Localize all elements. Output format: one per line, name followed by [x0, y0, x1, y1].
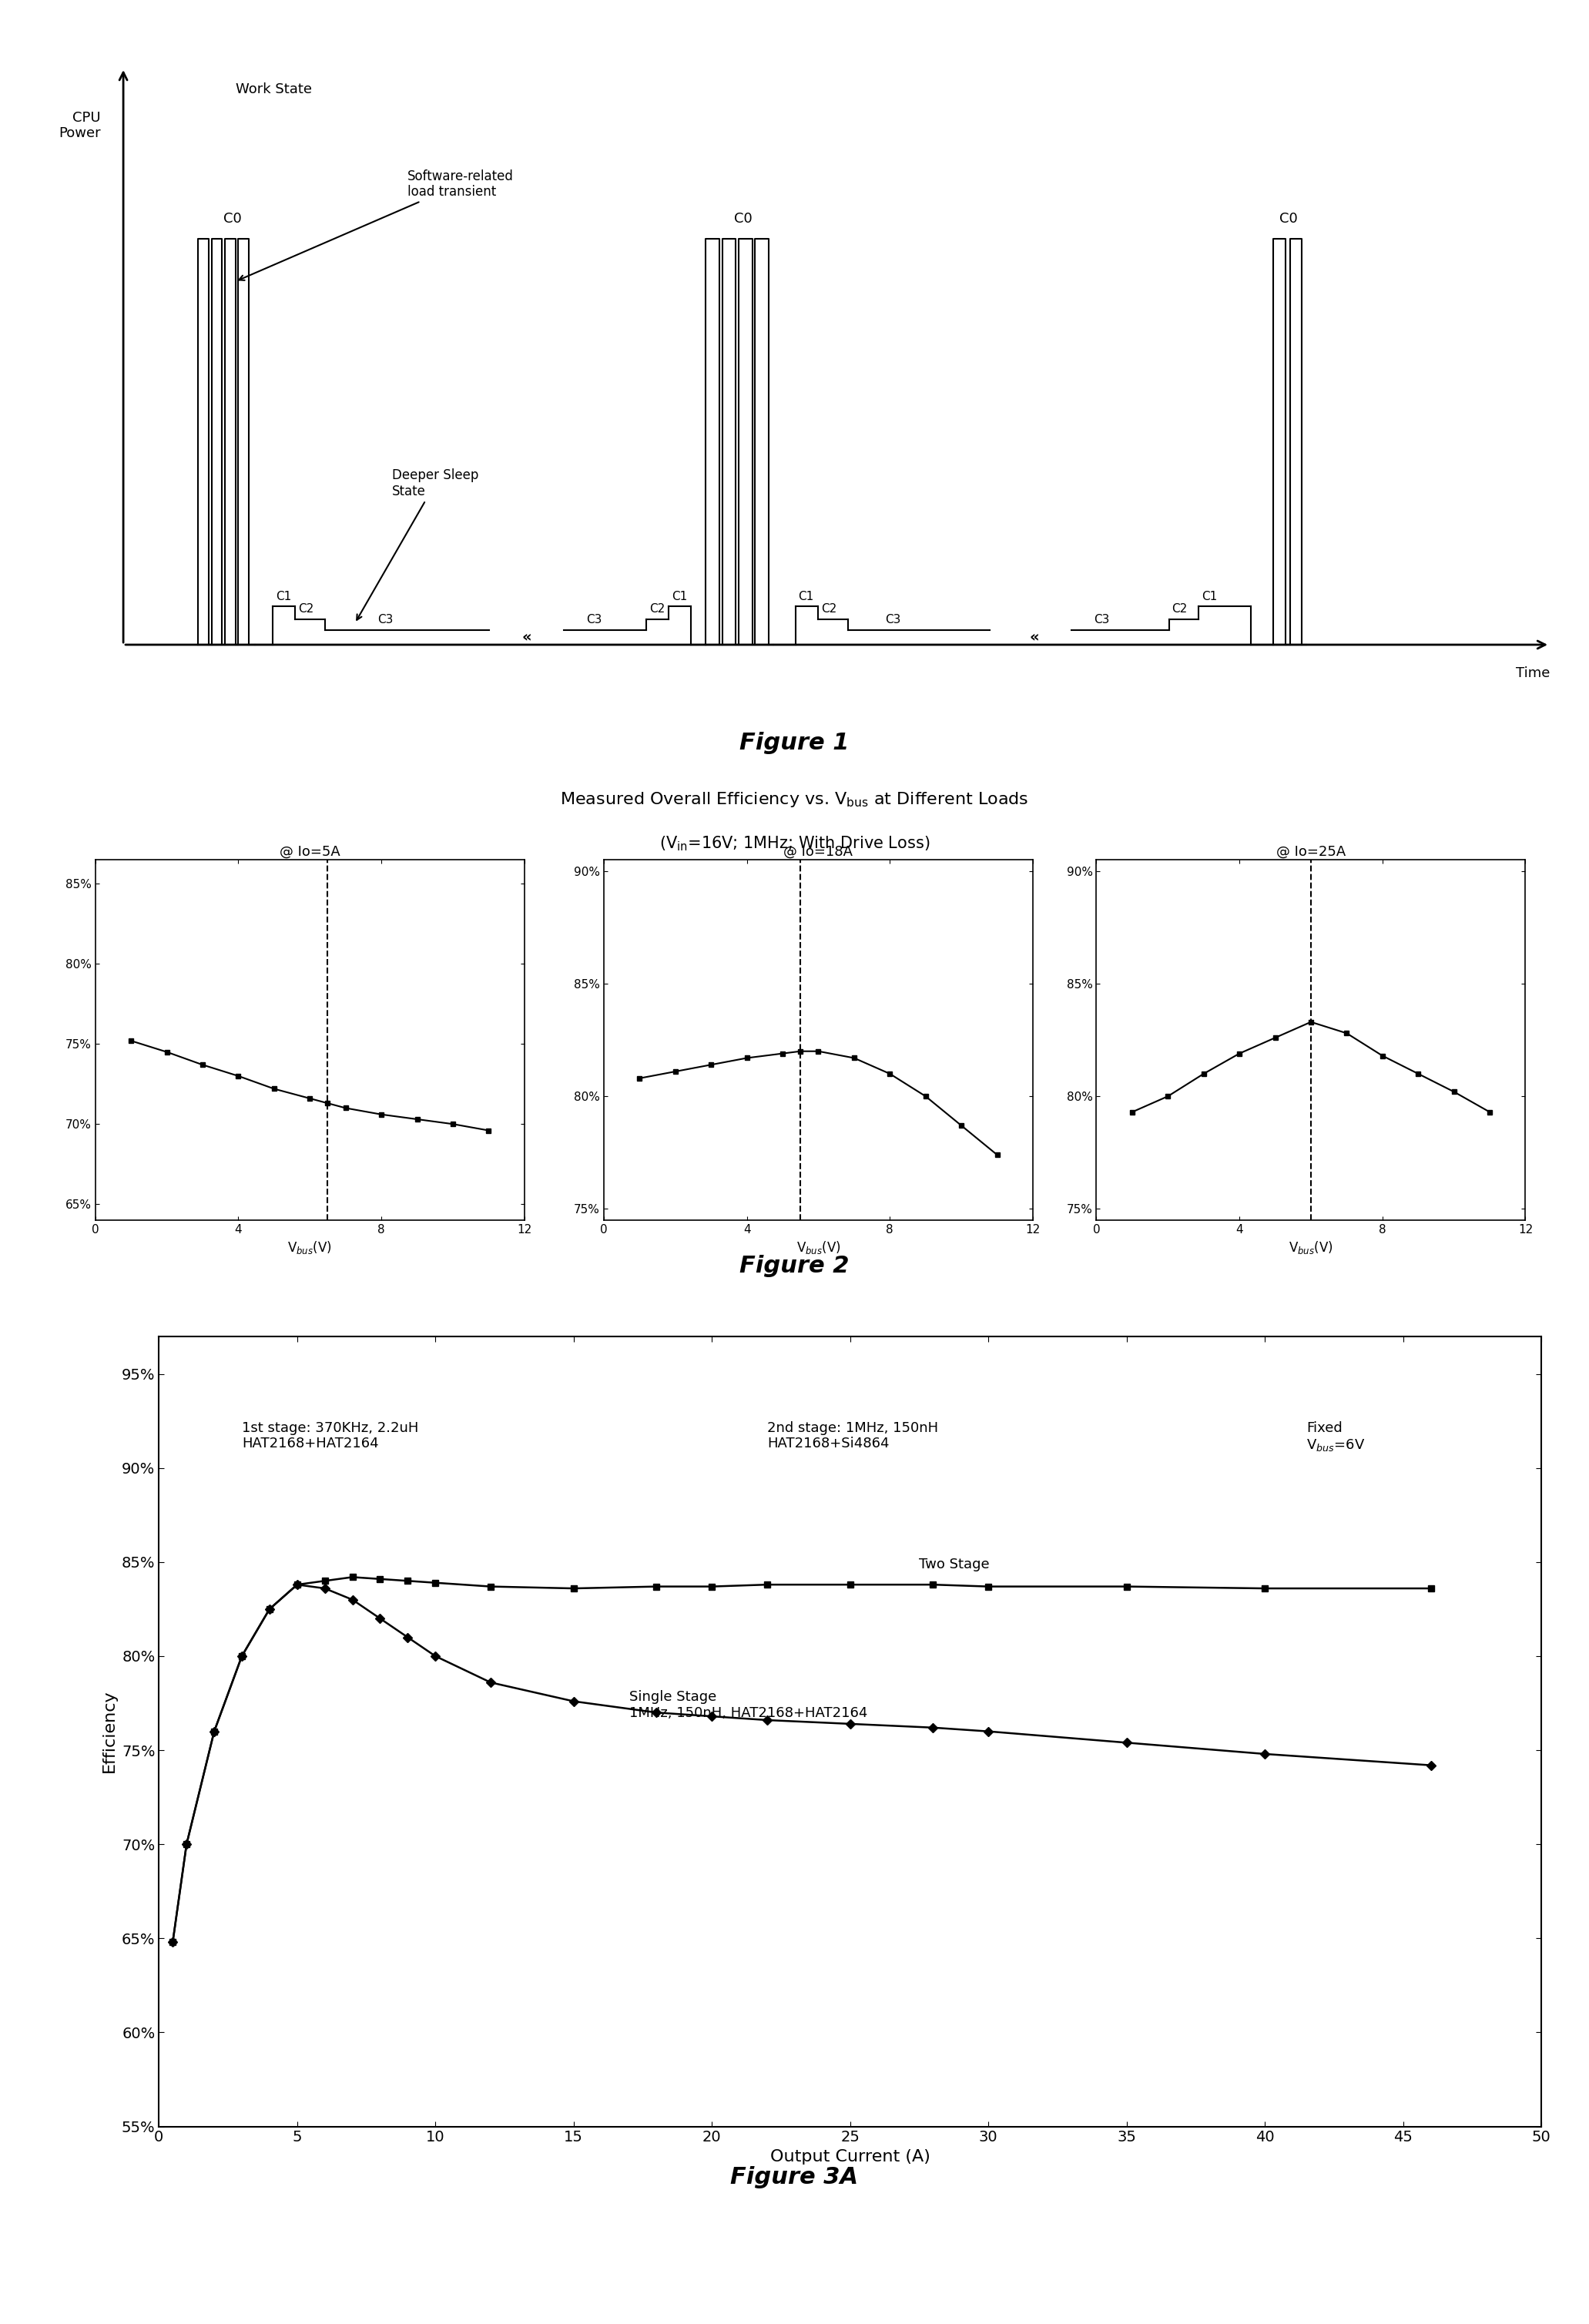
Text: Time: Time — [1516, 667, 1549, 681]
Text: Deeper Sleep
State: Deeper Sleep State — [358, 469, 478, 621]
Text: C1: C1 — [275, 590, 291, 602]
Text: Two Stage: Two Stage — [918, 1557, 990, 1571]
Text: Figure 2: Figure 2 — [739, 1255, 850, 1278]
X-axis label: V$_{bus}$(V): V$_{bus}$(V) — [796, 1239, 841, 1255]
Text: C1: C1 — [1201, 590, 1217, 602]
Text: «: « — [1030, 630, 1039, 644]
Text: C2: C2 — [299, 604, 313, 616]
Text: C0: C0 — [1279, 211, 1298, 225]
Text: 2nd stage: 1MHz, 150nH
HAT2168+Si4864: 2nd stage: 1MHz, 150nH HAT2168+Si4864 — [767, 1420, 938, 1450]
Text: Measured Overall Efficiency vs. V$_{\rm bus}$ at Different Loads: Measured Overall Efficiency vs. V$_{\rm … — [561, 790, 1028, 809]
Text: C2: C2 — [648, 604, 664, 616]
Text: Fixed
V$_{bus}$=6V: Fixed V$_{bus}$=6V — [1306, 1420, 1365, 1452]
Text: Software-related
load transient: Software-related load transient — [238, 170, 513, 281]
Text: «: « — [521, 630, 531, 644]
Text: (V$_{\rm in}$=16V; 1MHz; With Drive Loss): (V$_{\rm in}$=16V; 1MHz; With Drive Loss… — [659, 834, 930, 853]
Title: @ Io=5A: @ Io=5A — [280, 846, 340, 858]
Text: Figure 3A: Figure 3A — [731, 2166, 858, 2189]
Text: C2: C2 — [1171, 604, 1187, 616]
Text: C3: C3 — [1095, 614, 1109, 625]
Text: C0: C0 — [222, 211, 242, 225]
Text: C0: C0 — [734, 211, 752, 225]
Text: C1: C1 — [798, 590, 814, 602]
Text: Figure 1: Figure 1 — [739, 732, 850, 755]
X-axis label: V$_{bus}$(V): V$_{bus}$(V) — [1289, 1239, 1333, 1255]
Y-axis label: Efficiency: Efficiency — [102, 1690, 118, 1773]
Text: 1st stage: 370KHz, 2.2uH
HAT2168+HAT2164: 1st stage: 370KHz, 2.2uH HAT2168+HAT2164 — [242, 1420, 418, 1450]
Title: @ Io=25A: @ Io=25A — [1276, 846, 1346, 858]
X-axis label: V$_{bus}$(V): V$_{bus}$(V) — [288, 1239, 332, 1255]
X-axis label: Output Current (A): Output Current (A) — [771, 2150, 930, 2164]
Text: C3: C3 — [586, 614, 602, 625]
Text: Single Stage
1MHz, 150nH, HAT2168+HAT2164: Single Stage 1MHz, 150nH, HAT2168+HAT216… — [629, 1690, 868, 1720]
Title: @ Io=18A: @ Io=18A — [783, 846, 853, 858]
Text: C2: C2 — [822, 604, 836, 616]
Text: C3: C3 — [885, 614, 901, 625]
Text: C3: C3 — [377, 614, 392, 625]
Text: C1: C1 — [672, 590, 686, 602]
Text: CPU
Power: CPU Power — [59, 112, 102, 139]
Text: Work State: Work State — [235, 81, 311, 95]
